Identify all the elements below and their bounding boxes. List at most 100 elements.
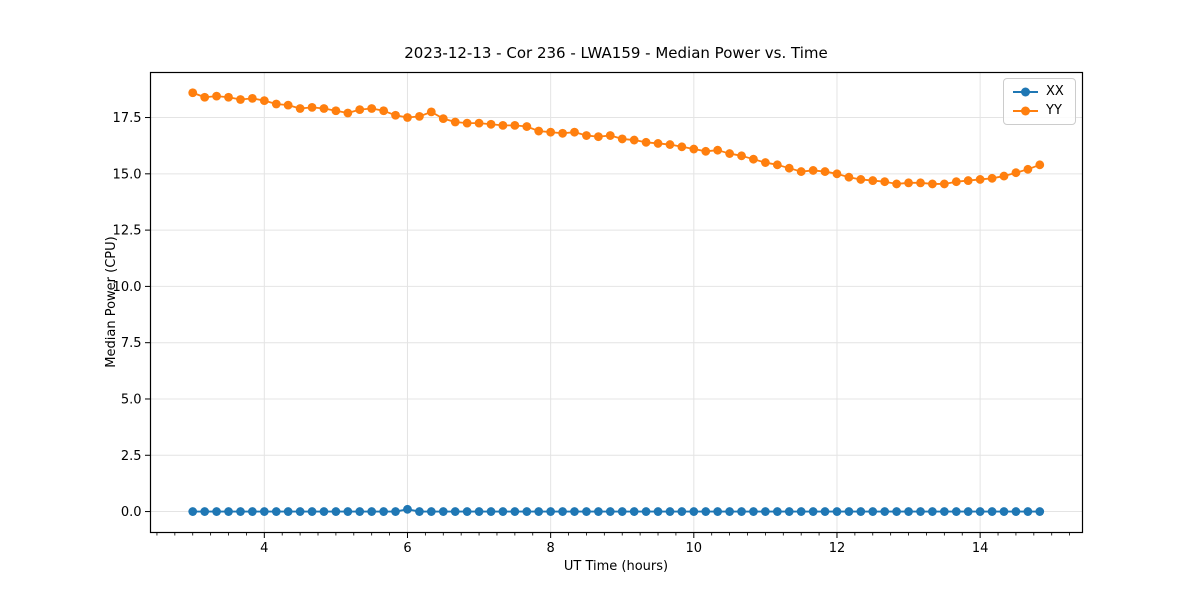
data-point-YY (808, 166, 818, 175)
data-point-XX (987, 507, 997, 516)
data-point-YY (856, 175, 866, 184)
x-tick-label: 14 (972, 541, 989, 556)
data-point-YY (892, 179, 901, 189)
data-point-YY (653, 139, 663, 148)
data-point-YY (224, 92, 233, 102)
data-point-XX (892, 507, 901, 516)
x-ticks: 4 6 8 10 12 14 (260, 532, 989, 556)
data-point-YY (379, 106, 389, 116)
data-point-XX (832, 507, 842, 516)
data-point-XX (582, 507, 591, 516)
data-point-XX (474, 507, 484, 516)
x-tick-label: 8 (547, 541, 555, 556)
data-point-YY (701, 146, 711, 156)
y-tick-label: 10.0 (113, 280, 142, 295)
data-point-XX (689, 507, 699, 516)
data-point-YY (546, 127, 556, 137)
legend-swatch-xx-icon (1013, 87, 1038, 97)
data-point-YY (438, 114, 448, 124)
data-point-YY (999, 171, 1009, 181)
data-point-XX (534, 507, 544, 516)
data-point-YY (343, 108, 353, 118)
data-point-XX (295, 507, 305, 516)
data-point-YY (665, 140, 675, 149)
data-point-XX (796, 507, 806, 516)
y-tick-label: 7.5 (121, 336, 142, 351)
legend-swatch-yy-icon (1013, 106, 1038, 116)
data-point-YY (498, 121, 508, 130)
data-point-XX (379, 507, 389, 516)
data-point-YY (772, 160, 782, 170)
data-point-XX (367, 507, 377, 516)
data-point-XX (749, 507, 758, 516)
data-point-YY (832, 169, 842, 179)
data-point-YY (522, 122, 532, 131)
data-point-XX (522, 507, 532, 516)
data-point-XX (904, 507, 913, 516)
x-tick-label: 6 (403, 541, 411, 556)
data-point-XX (916, 507, 925, 516)
data-point-XX (188, 507, 198, 516)
data-point-YY (760, 158, 770, 167)
legend-label-xx: XX (1046, 84, 1064, 99)
data-point-XX (546, 507, 556, 516)
data-point-YY (259, 96, 269, 106)
data-point-YY (784, 163, 794, 173)
data-point-XX (319, 507, 329, 516)
data-point-YY (582, 131, 591, 140)
data-point-XX (665, 507, 675, 516)
data-point-YY (868, 176, 878, 185)
data-point-XX (343, 507, 353, 516)
y-tick-label: 5.0 (121, 392, 142, 407)
data-point-YY (367, 104, 377, 113)
data-point-XX (438, 507, 448, 516)
data-point-XX (355, 507, 365, 516)
data-point-YY (415, 112, 424, 121)
data-point-XX (271, 507, 281, 516)
data-point-XX (713, 507, 723, 516)
legend-item-xx: XX (1012, 84, 1067, 100)
data-point-XX (486, 507, 496, 516)
data-point-YY (904, 178, 913, 188)
data-point-XX (677, 507, 687, 516)
data-point-YY (737, 151, 746, 161)
data-point-XX (426, 507, 436, 516)
data-point-YY (200, 92, 210, 102)
data-point-YY (534, 126, 544, 136)
data-point-YY (474, 118, 484, 128)
y-tick-label: 2.5 (121, 449, 142, 464)
data-point-XX (200, 507, 210, 516)
data-point-YY (689, 144, 699, 154)
legend-label-yy: YY (1046, 103, 1062, 118)
data-point-XX (510, 507, 520, 516)
data-point-XX (236, 507, 245, 516)
data-point-XX (701, 507, 711, 516)
data-point-XX (951, 507, 961, 516)
data-point-YY (593, 132, 603, 142)
data-point-YY (605, 131, 615, 140)
x-axis-label: UT Time (hours) (563, 559, 669, 574)
data-point-XX (963, 507, 973, 516)
data-point-YY (880, 177, 890, 187)
data-point-XX (331, 507, 341, 516)
chart-title: 2023-12-13 - Cor 236 - LWA159 - Median P… (404, 44, 828, 62)
data-point-YY (319, 104, 329, 113)
data-point-YY (391, 110, 400, 120)
data-point-XX (641, 507, 651, 516)
data-point-XX (939, 507, 949, 516)
data-point-YY (629, 135, 639, 145)
data-point-YY (1011, 168, 1021, 178)
data-point-YY (331, 106, 341, 116)
data-point-YY (975, 175, 985, 184)
data-point-XX (629, 507, 639, 516)
data-point-XX (605, 507, 615, 516)
data-point-YY (987, 173, 997, 183)
y-ticks: 0.0 2.5 5.0 7.5 10.0 12.5 15.0 17.5 (113, 111, 151, 520)
data-point-XX (498, 507, 508, 516)
data-point-XX (808, 507, 818, 516)
y-tick-label: 0.0 (121, 505, 142, 520)
data-point-YY (570, 127, 579, 137)
data-point-XX (784, 507, 794, 516)
